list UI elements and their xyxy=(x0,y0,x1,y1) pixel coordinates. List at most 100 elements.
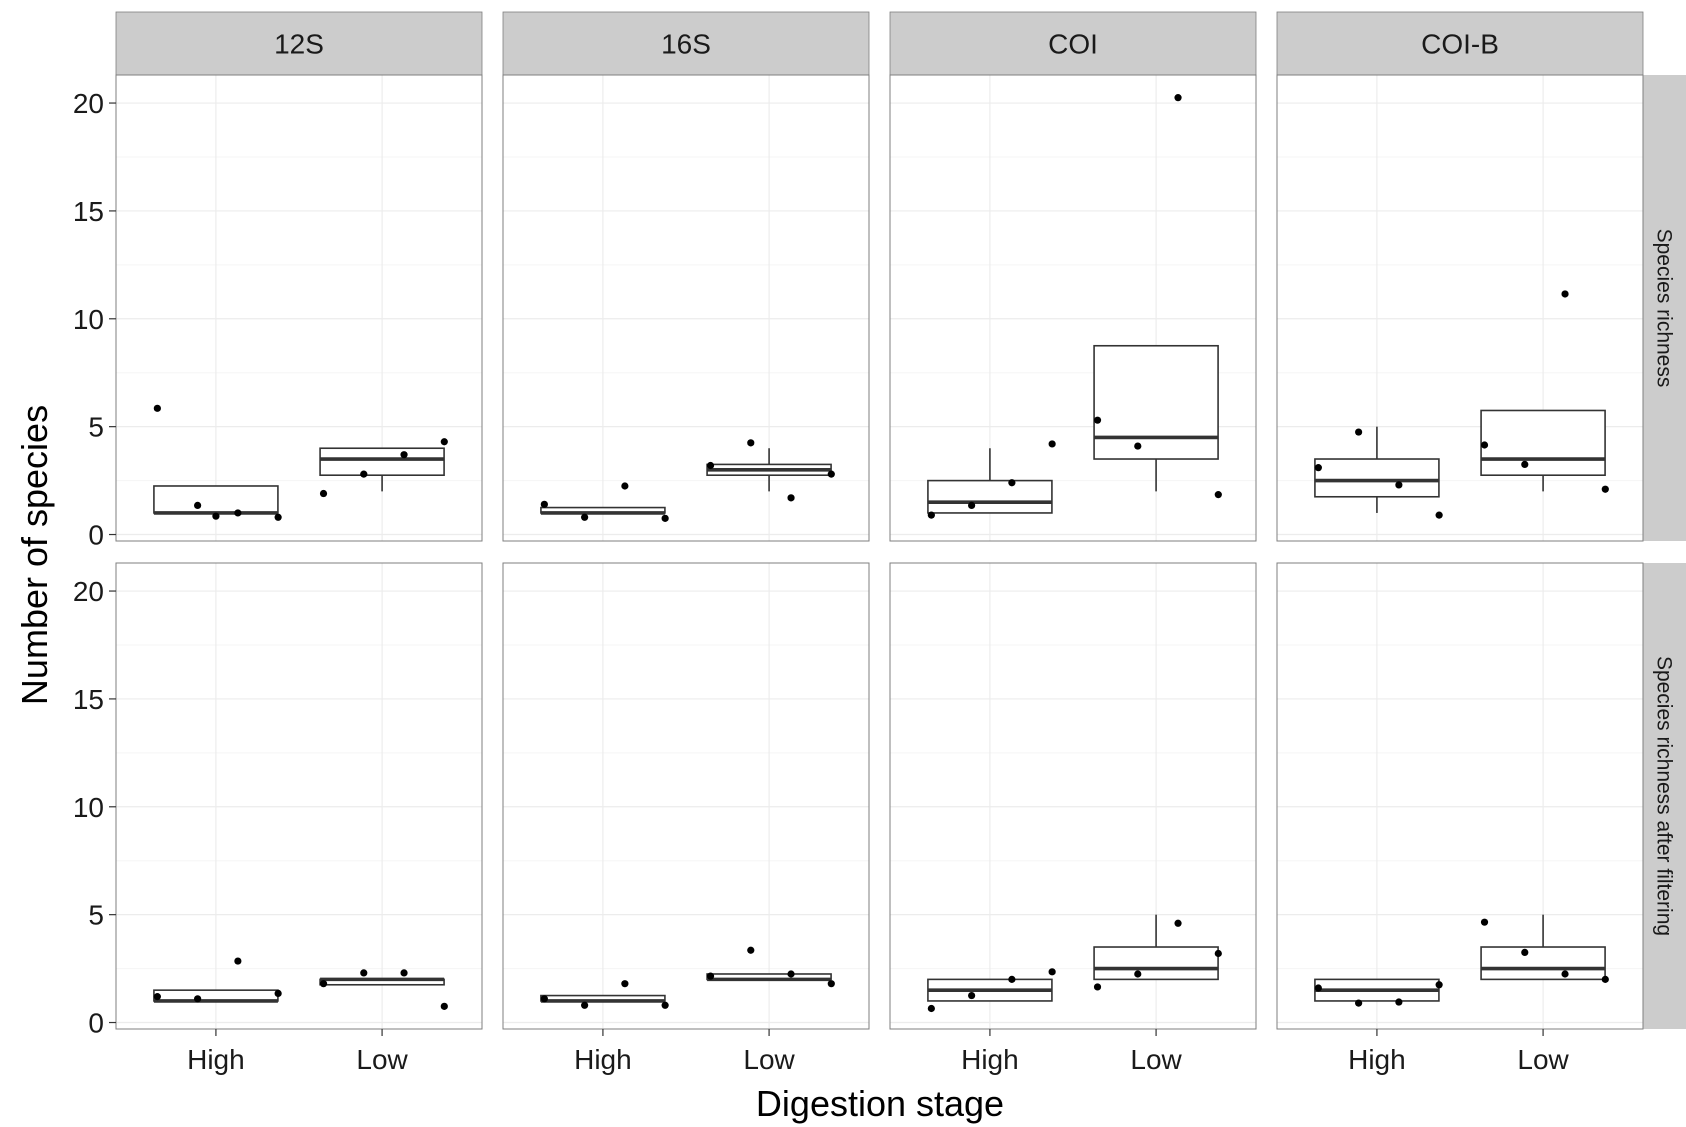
data-point xyxy=(360,969,368,977)
facet-panel xyxy=(502,74,870,542)
x-axis-title: Digestion stage xyxy=(756,1083,1004,1124)
x-tick-label: High xyxy=(187,1044,245,1075)
data-point xyxy=(706,461,715,470)
panel-border xyxy=(889,74,1257,542)
box-low xyxy=(319,438,448,498)
x-tick-label: Low xyxy=(356,1044,408,1075)
data-point xyxy=(234,957,242,965)
column-strips: 12S 16S COI COI-B xyxy=(115,11,1644,76)
data-point xyxy=(661,1001,669,1009)
data-point xyxy=(1134,970,1142,978)
x-tick-label: High xyxy=(574,1044,632,1075)
box-iqr xyxy=(319,447,445,476)
data-point xyxy=(1093,416,1102,424)
box-high xyxy=(1314,426,1443,519)
data-point xyxy=(827,980,835,988)
panel-border xyxy=(1276,74,1644,542)
data-point xyxy=(153,404,161,412)
y-tick-label: 10 xyxy=(73,792,104,823)
data-point xyxy=(400,451,408,459)
data-point xyxy=(1048,968,1056,976)
data-point xyxy=(540,500,548,508)
panel-background xyxy=(503,563,869,1029)
data-point xyxy=(1395,998,1403,1006)
data-point xyxy=(1355,999,1363,1007)
data-point xyxy=(827,470,835,478)
data-point xyxy=(787,494,795,502)
data-point xyxy=(1521,460,1529,469)
data-point xyxy=(1601,485,1609,493)
data-point xyxy=(1314,984,1322,992)
data-point xyxy=(1008,975,1016,983)
x-tick-label: Low xyxy=(1130,1044,1182,1075)
data-point xyxy=(274,989,282,998)
box-iqr xyxy=(1480,409,1606,476)
facet-panel xyxy=(889,74,1257,542)
data-point xyxy=(319,489,328,498)
data-point xyxy=(621,482,629,490)
facet-panel xyxy=(1276,74,1644,542)
box-iqr xyxy=(1093,344,1219,460)
facet-panel xyxy=(502,562,870,1030)
panel-border xyxy=(502,562,870,1030)
data-point xyxy=(1480,441,1489,449)
box-iqr xyxy=(1314,458,1440,498)
box-high xyxy=(153,957,282,1003)
data-point xyxy=(234,509,242,517)
box-low xyxy=(319,969,448,1010)
box-low xyxy=(706,439,835,502)
y-tick-label: 10 xyxy=(73,304,104,335)
y-axes: 0 5 10 15 20 0 5 10 15 20 xyxy=(73,88,116,1039)
y-tick-label: 20 xyxy=(73,576,104,607)
data-point xyxy=(319,980,328,988)
panel-background xyxy=(890,75,1256,541)
y-tick-label: 20 xyxy=(73,88,104,119)
data-point xyxy=(581,513,589,521)
data-point xyxy=(440,438,448,446)
y-tick-label: 5 xyxy=(88,900,104,931)
box-low xyxy=(1093,94,1222,499)
facet-panel xyxy=(1276,562,1644,1030)
y-tick-label: 0 xyxy=(88,520,104,551)
data-point xyxy=(621,980,629,988)
data-point xyxy=(927,511,935,519)
data-point xyxy=(400,969,408,977)
data-point xyxy=(747,439,755,447)
x-tick-label: High xyxy=(961,1044,1019,1075)
panel-border xyxy=(115,562,483,1030)
data-point xyxy=(787,970,795,978)
box-high xyxy=(540,980,669,1009)
column-strip-label: 12S xyxy=(274,29,324,60)
data-point xyxy=(194,995,202,1003)
data-point xyxy=(1314,464,1322,472)
data-point xyxy=(1008,479,1016,487)
facet-panels xyxy=(115,74,1644,1030)
box-low xyxy=(1480,914,1609,983)
panel-border xyxy=(889,562,1257,1030)
data-point xyxy=(661,514,669,522)
box-high xyxy=(540,482,669,522)
box-low xyxy=(1093,914,1222,991)
x-tick-label: High xyxy=(1348,1044,1406,1075)
data-point xyxy=(1355,428,1363,436)
facet-panel xyxy=(115,562,483,1030)
data-point xyxy=(440,1002,448,1010)
column-strip xyxy=(889,11,1257,76)
panel-background xyxy=(503,75,869,541)
x-axes: High Low High Low High Low High Low xyxy=(187,1029,1570,1075)
box-high xyxy=(153,404,282,521)
data-point xyxy=(968,991,976,1000)
panel-background xyxy=(116,563,482,1029)
data-point xyxy=(1174,94,1182,102)
column-strip-label: 16S xyxy=(661,29,711,60)
row-strip-label: Species richness xyxy=(1653,229,1676,388)
data-point xyxy=(1214,491,1222,499)
data-point xyxy=(1395,481,1403,489)
box-low xyxy=(1480,290,1609,493)
data-point xyxy=(1093,983,1102,991)
row-strips: Species richness Species richness after f… xyxy=(1643,75,1686,1029)
column-strip-label: COI-B xyxy=(1421,29,1499,60)
data-point xyxy=(968,501,976,510)
data-point xyxy=(581,1001,589,1009)
